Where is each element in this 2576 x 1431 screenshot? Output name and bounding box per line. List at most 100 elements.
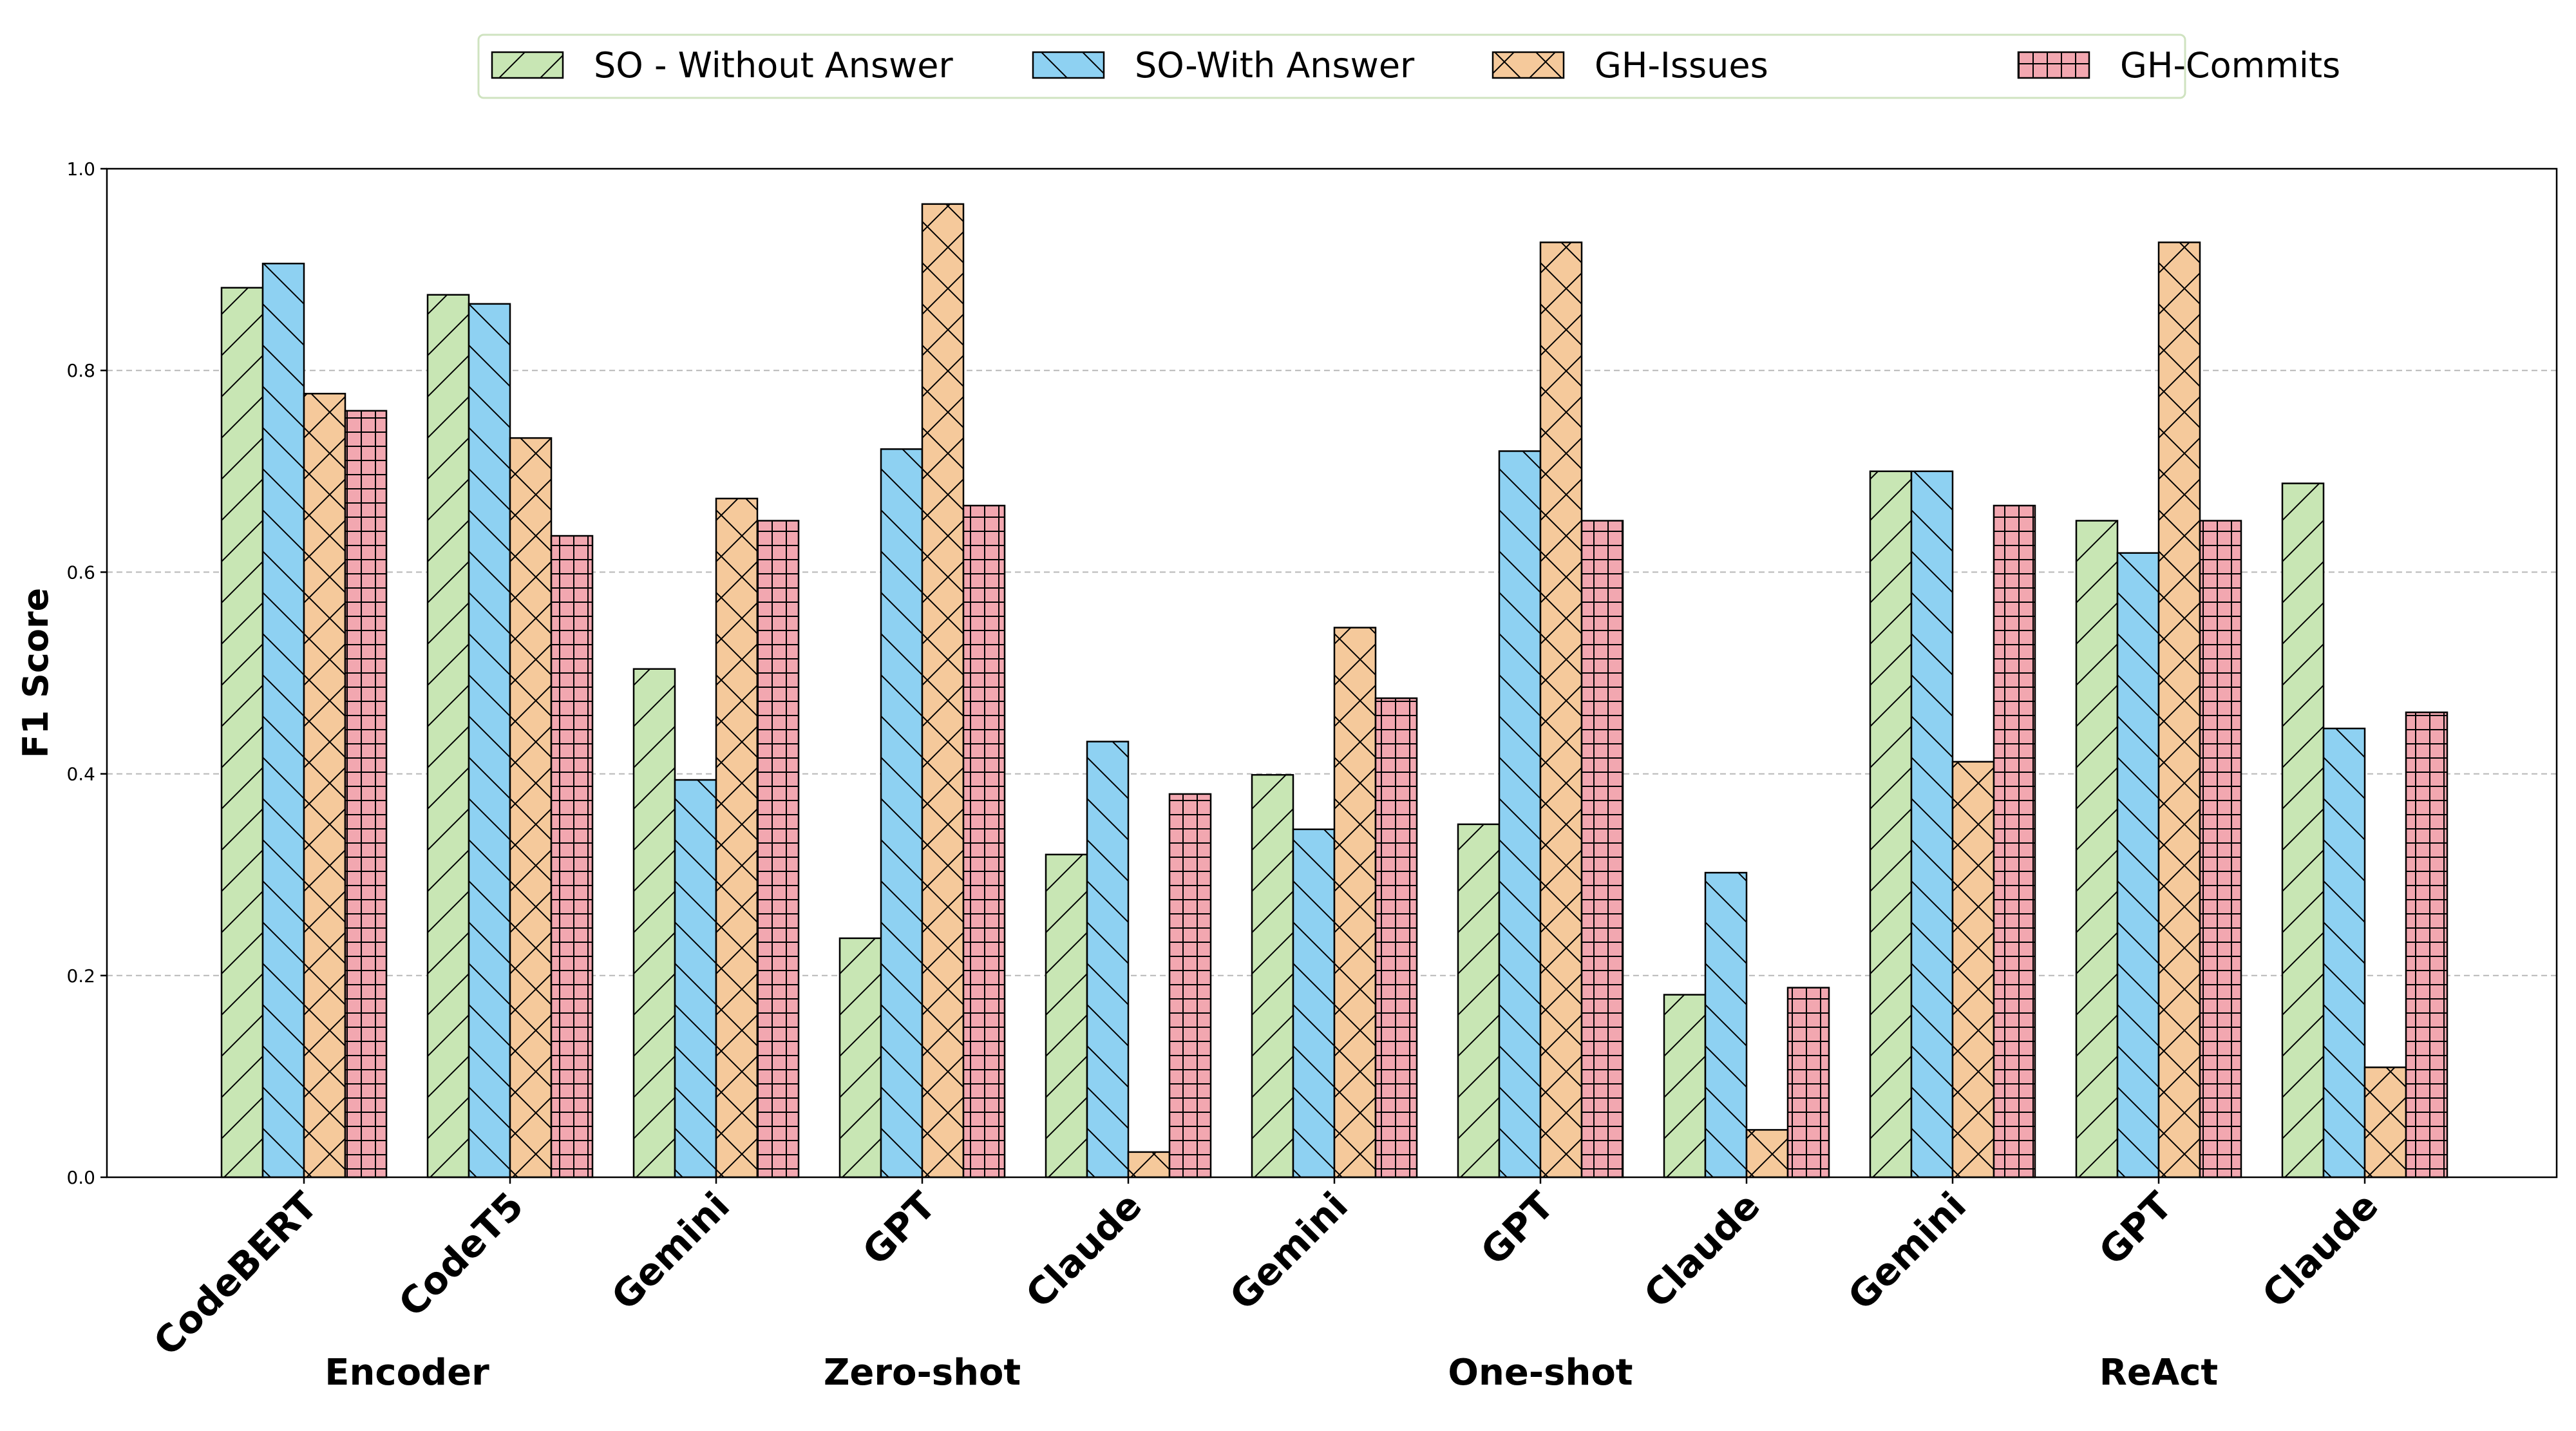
bar: [1745, 1129, 1789, 1179]
group-label: ReAct: [2099, 1352, 2218, 1394]
bar: [1457, 823, 1501, 1179]
bar: [2075, 520, 2119, 1179]
bar: [880, 448, 923, 1179]
bar-outline: [1704, 871, 1748, 1179]
bar-outline: [1457, 823, 1501, 1179]
bar-outline: [2363, 1066, 2407, 1179]
x-tick-label: Claude: [1018, 1184, 1150, 1316]
bar-outline: [1168, 793, 1212, 1179]
bars: [220, 203, 2448, 1179]
bar-outline: [1910, 470, 1954, 1179]
bar-outline: [1086, 741, 1130, 1179]
bar: [2157, 242, 2201, 1179]
x-tick-label: GPT: [854, 1184, 944, 1274]
bar: [1910, 470, 1954, 1179]
bar-outline: [1045, 853, 1088, 1179]
legend-label: SO-With Answer: [1135, 45, 1415, 86]
bar: [2405, 711, 2448, 1179]
legend-item: SO - Without Answer: [491, 45, 953, 86]
bar-outline: [1539, 242, 1583, 1179]
bar: [1498, 450, 1542, 1179]
bar-outline: [1869, 470, 1913, 1179]
bar: [838, 937, 882, 1179]
bar: [1951, 761, 1995, 1179]
legend-swatch: [491, 51, 564, 79]
bar-outline: [303, 392, 346, 1179]
x-axis-group-labels: Encoder Zero-shot One-shot ReAct: [325, 1352, 2218, 1394]
bar: [468, 303, 511, 1179]
x-tick-label: Gemini: [1221, 1184, 1356, 1319]
bar: [2363, 1066, 2407, 1179]
bar-outline: [550, 535, 594, 1179]
bar: [1045, 853, 1088, 1179]
bar-outline: [1498, 450, 1542, 1179]
y-tick-label: 0.4: [66, 764, 95, 785]
bar-outline: [2281, 482, 2325, 1179]
x-tick-label: Claude: [2254, 1184, 2387, 1316]
bar: [509, 437, 553, 1179]
legend-swatch: [1492, 51, 1565, 79]
bar-outline: [921, 203, 965, 1179]
x-tick-label: Gemini: [603, 1184, 738, 1319]
x-tick-label: Gemini: [1839, 1184, 1975, 1319]
bar-outline: [1333, 627, 1377, 1179]
bar: [303, 392, 346, 1179]
y-axis-title: F1 Score: [15, 588, 56, 759]
bar: [962, 504, 1006, 1179]
bar-outline: [1786, 987, 1830, 1179]
bar: [2322, 727, 2366, 1179]
bar-outline: [1993, 504, 2036, 1179]
bar-outline: [1745, 1129, 1789, 1179]
legend-swatch: [1032, 51, 1105, 79]
bar-outline: [1663, 994, 1707, 1179]
x-tick-label: CodeBERT: [145, 1184, 326, 1365]
bar: [756, 520, 800, 1179]
legend-label: GH-Commits: [2120, 45, 2340, 86]
bar: [1374, 697, 1418, 1179]
bar-outline: [880, 448, 923, 1179]
bar-outline: [962, 504, 1006, 1179]
bar: [550, 535, 594, 1179]
legend: SO - Without Answer SO-With Answer GH-Issu…: [477, 33, 2340, 99]
bar-outline: [2405, 711, 2448, 1179]
bar-outline: [674, 779, 717, 1179]
bar-outline: [2322, 727, 2366, 1179]
bar: [2281, 482, 2325, 1179]
bar: [1086, 741, 1130, 1179]
bar: [921, 203, 965, 1179]
bar: [261, 262, 305, 1179]
legend-item: GH-Issues: [1492, 45, 1768, 86]
bar-outline: [261, 262, 305, 1179]
bar-outline: [1374, 697, 1418, 1179]
bar-outline: [1292, 828, 1336, 1179]
bar-outline: [838, 937, 882, 1179]
bar: [1168, 793, 1212, 1179]
bar-outline: [468, 303, 511, 1179]
bar: [1786, 987, 1830, 1179]
y-tick-label: 0.6: [66, 562, 95, 583]
bar: [2199, 520, 2242, 1179]
bar: [426, 294, 470, 1179]
y-tick-label: 0.2: [66, 965, 95, 987]
bar-outline: [426, 294, 470, 1179]
legend-item: GH-Commits: [2017, 45, 2340, 86]
bar: [1251, 773, 1294, 1179]
bar-outline: [2075, 520, 2119, 1179]
bar-outline: [1127, 1151, 1171, 1179]
group-label: One-shot: [1448, 1352, 1633, 1394]
group-label: Encoder: [325, 1352, 489, 1394]
legend-swatch: [2017, 51, 2090, 79]
bar-outline: [756, 520, 800, 1179]
legend-frame: [477, 33, 2186, 99]
group-label: Zero-shot: [824, 1352, 1021, 1394]
bar-outline: [1251, 773, 1294, 1179]
bar: [674, 779, 717, 1179]
bar: [344, 410, 388, 1179]
x-tick-label: GPT: [1472, 1184, 1562, 1274]
bar: [1127, 1151, 1171, 1179]
bar-outline: [1951, 761, 1995, 1179]
bar: [1704, 871, 1748, 1179]
bar: [2116, 552, 2160, 1179]
bar: [1333, 627, 1377, 1179]
